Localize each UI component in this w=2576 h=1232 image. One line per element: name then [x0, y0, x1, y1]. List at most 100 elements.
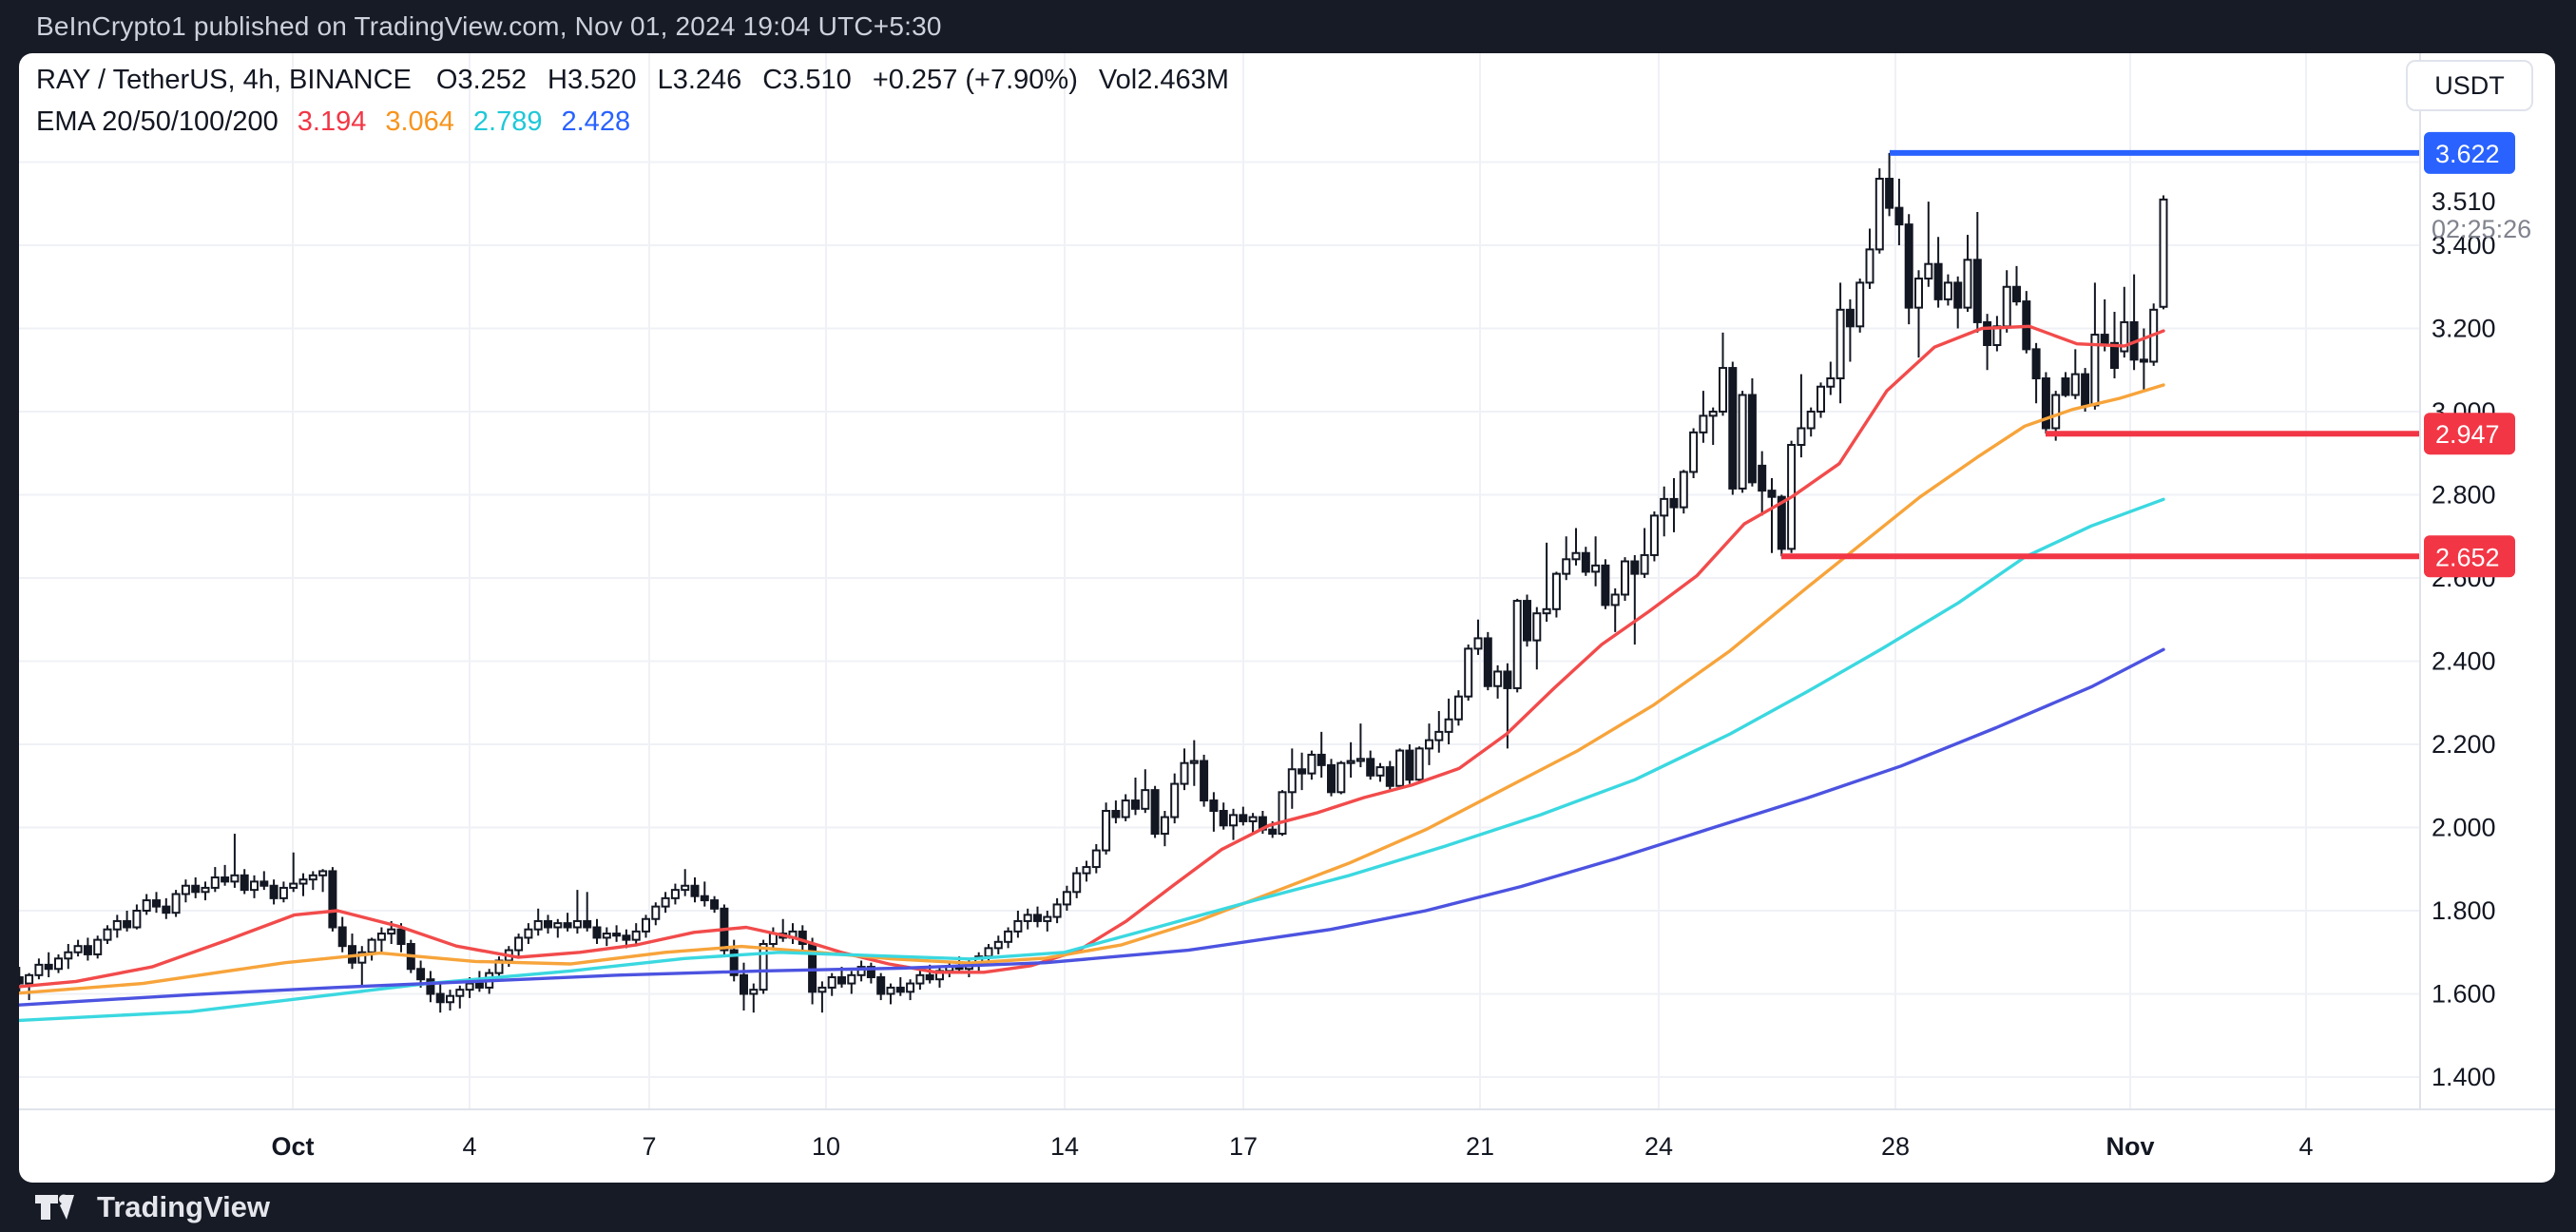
candle [250, 875, 259, 898]
candle [700, 881, 709, 907]
candle [83, 937, 92, 961]
candle [1874, 168, 1884, 254]
candle [1943, 274, 1952, 306]
currency-toggle-button[interactable]: USDT [2406, 60, 2533, 111]
time-axis[interactable]: Oct 4 7 10 14 17 21 24 28 Nov 4 [271, 1132, 2313, 1161]
svg-text:1.400: 1.400 [2432, 1063, 2496, 1091]
candlestick-series [19, 152, 2168, 1013]
candle [1591, 536, 1601, 587]
candle [1395, 748, 1405, 788]
candle [1366, 750, 1375, 780]
candle [279, 881, 288, 903]
candle [181, 879, 190, 903]
candle [1150, 785, 1160, 838]
candle [1719, 332, 1727, 416]
candle [1200, 754, 1209, 807]
candle [1336, 760, 1346, 795]
candle [1464, 645, 1473, 702]
candle [524, 923, 533, 944]
svg-text:3.622: 3.622 [2435, 140, 2500, 168]
candle [1924, 202, 1933, 287]
candle [357, 946, 367, 986]
ema200-line [19, 647, 2165, 1007]
candle [152, 892, 161, 914]
candle [2159, 195, 2168, 310]
candle [1248, 813, 1258, 835]
tradingview-wordmark[interactable]: TradingView [97, 1190, 271, 1223]
candle [631, 923, 641, 944]
candle [1953, 276, 1963, 329]
candle [328, 867, 337, 932]
level-price-label-3.622: 3.622 [2424, 131, 2515, 174]
candle [1043, 911, 1052, 932]
candle [64, 944, 73, 970]
svg-text:Nov: Nov [2105, 1132, 2154, 1161]
candle [73, 939, 83, 957]
candle [1385, 760, 1394, 791]
candle [984, 944, 993, 963]
candle [642, 914, 650, 938]
svg-text:1.600: 1.600 [2432, 980, 2496, 1009]
candle [367, 937, 376, 961]
svg-text:1.800: 1.800 [2432, 896, 2496, 925]
svg-text:3.400: 3.400 [2432, 231, 2496, 260]
grid [19, 53, 2420, 1109]
candle [221, 864, 230, 886]
candle [337, 916, 347, 953]
candle [1679, 470, 1688, 514]
candle [1669, 478, 1679, 532]
candle [260, 871, 269, 891]
tradingview-logo-icon[interactable] [34, 1193, 84, 1222]
candle [435, 983, 445, 1013]
candle [906, 979, 915, 1001]
candle [1983, 314, 1992, 371]
candle [1992, 316, 2002, 352]
candle [1287, 748, 1297, 809]
svg-text:17: 17 [1229, 1132, 1258, 1161]
candle [1239, 806, 1248, 826]
candle [446, 990, 454, 1011]
candle [1219, 802, 1228, 830]
candle [895, 977, 905, 996]
candle [583, 892, 592, 932]
candle [1630, 554, 1640, 645]
candle [2070, 349, 2080, 399]
candle [1160, 811, 1169, 847]
attribution-text: BeInCrypto1 published on TradingView.com… [36, 11, 942, 41]
candle [1189, 740, 1199, 786]
candle [1082, 860, 1091, 882]
candle [2041, 372, 2050, 434]
svg-text:14: 14 [1050, 1132, 1079, 1161]
candle [1542, 542, 1551, 622]
candle [1532, 606, 1542, 670]
candle [1610, 587, 1620, 632]
bar-countdown: 02:25:26 [2432, 215, 2531, 243]
candle [44, 952, 53, 977]
svg-text:28: 28 [1881, 1132, 1910, 1161]
candle [162, 897, 171, 919]
candle [1327, 759, 1336, 797]
svg-text:2.000: 2.000 [2432, 814, 2496, 842]
candle [1170, 773, 1180, 824]
candle [1806, 407, 1816, 437]
ema50-value: 3.064 [385, 106, 454, 137]
candle [34, 958, 44, 980]
svg-text:3.200: 3.200 [2432, 315, 2496, 343]
candle [308, 871, 317, 891]
candle [592, 918, 602, 944]
candle [1209, 792, 1219, 832]
candle [1052, 897, 1062, 924]
price-axis[interactable]: 3.6003.4003.2003.0002.8002.6002.4002.200… [2432, 148, 2531, 1092]
candle [426, 971, 435, 1003]
candle [2031, 342, 2041, 404]
candle [602, 927, 611, 947]
candle [1747, 378, 1757, 487]
candle [563, 913, 572, 932]
candle [1023, 908, 1032, 930]
candle [1229, 808, 1238, 840]
candlestick-chart[interactable]: 3.6003.4003.2003.0002.8002.6002.4002.200… [19, 53, 2555, 1183]
volume: Vol2.463M [1098, 65, 1229, 95]
ohlc-open: O3.252 [435, 65, 528, 95]
candle [1033, 906, 1042, 928]
candle [54, 953, 63, 973]
